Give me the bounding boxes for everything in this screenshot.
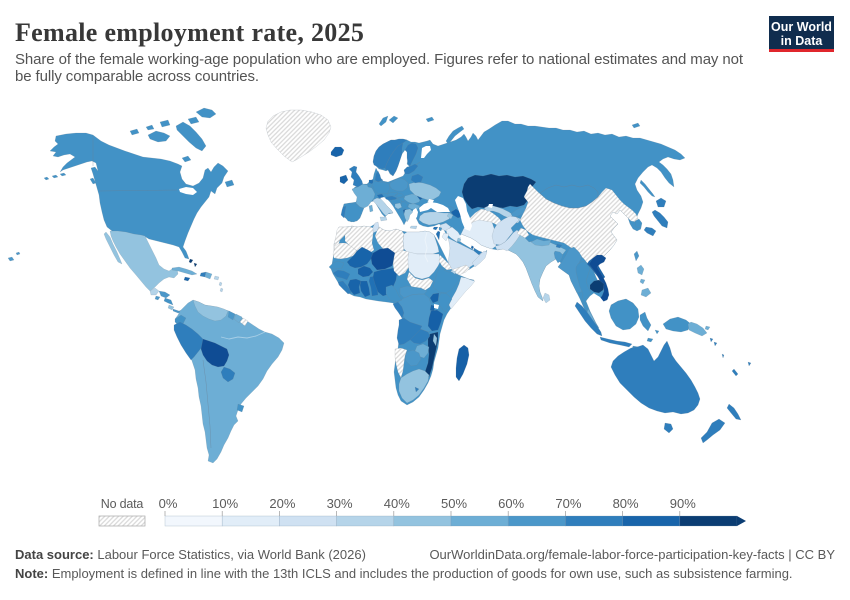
svg-text:70%: 70% bbox=[555, 496, 581, 511]
svg-text:60%: 60% bbox=[498, 496, 524, 511]
svg-text:30%: 30% bbox=[327, 496, 353, 511]
svg-text:10%: 10% bbox=[212, 496, 238, 511]
svg-text:0%: 0% bbox=[159, 496, 178, 511]
svg-text:80%: 80% bbox=[613, 496, 639, 511]
svg-text:90%: 90% bbox=[670, 496, 696, 511]
svg-text:20%: 20% bbox=[269, 496, 295, 511]
svg-text:50%: 50% bbox=[441, 496, 467, 511]
svg-text:40%: 40% bbox=[384, 496, 410, 511]
